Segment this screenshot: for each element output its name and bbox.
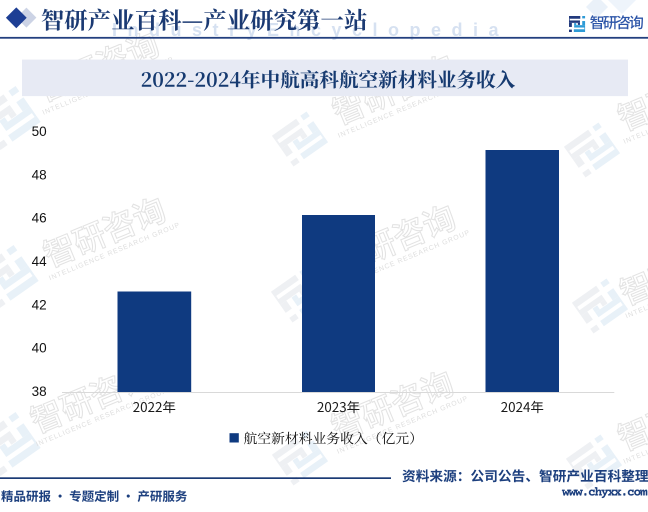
svg-text:38: 38 — [32, 384, 47, 399]
svg-text:40: 40 — [32, 341, 47, 356]
svg-text:48: 48 — [32, 168, 47, 183]
svg-text:42: 42 — [32, 297, 47, 312]
svg-text:46: 46 — [32, 211, 47, 226]
svg-text:44: 44 — [32, 254, 48, 269]
svg-text:50: 50 — [32, 124, 47, 139]
